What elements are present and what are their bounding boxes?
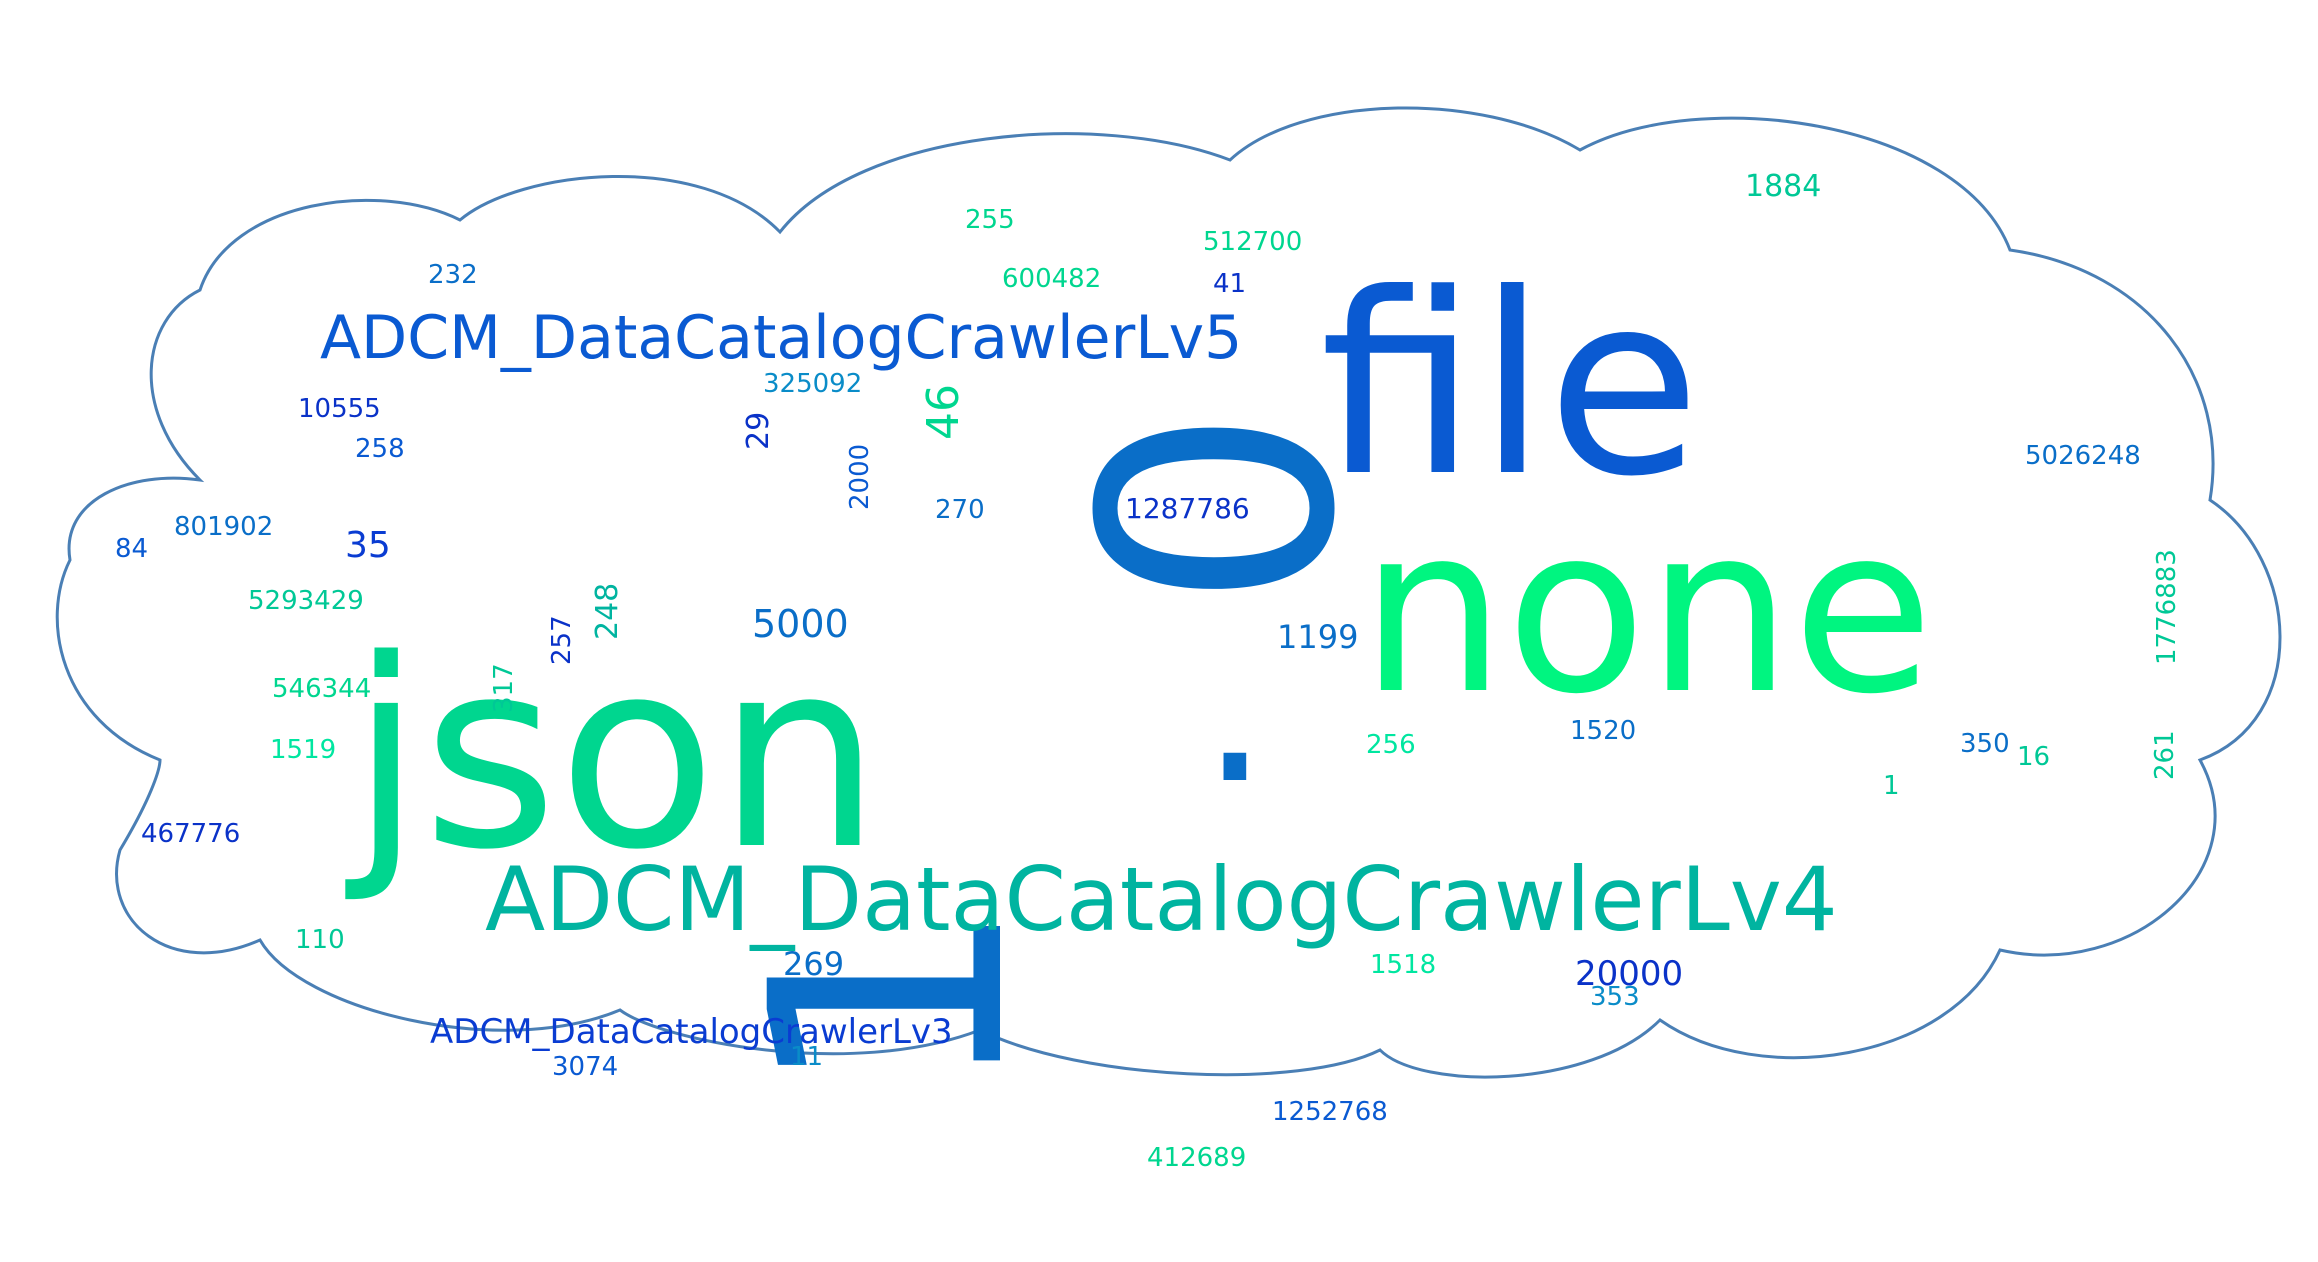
cloud-word: file	[1320, 240, 1701, 531]
cloud-word: 5026248	[2025, 441, 2141, 471]
cloud-word: 1776883	[2152, 549, 2182, 665]
cloud-word: 110	[295, 925, 345, 955]
cloud-word: 467776	[141, 819, 240, 849]
cloud-word: 10555	[298, 394, 381, 424]
cloud-word: json	[342, 605, 882, 907]
cloud-word: 232	[428, 260, 478, 290]
cloud-word: 256	[1366, 730, 1416, 760]
cloud-word: 261	[2150, 730, 2180, 780]
cloud-outline	[55, 106, 2282, 1079]
cloud-word: 1287786	[1125, 492, 1250, 525]
cloud-word: 350	[1960, 729, 2010, 759]
cloud-word: 3074	[552, 1052, 618, 1082]
cloud-word: 11	[790, 1042, 823, 1072]
cloud-word: 255	[965, 205, 1015, 235]
cloud-word: 1	[1883, 771, 1900, 801]
cloud-word: 16	[2017, 742, 2050, 772]
cloud-word: 41	[1213, 269, 1246, 299]
cloud-word: 35	[345, 525, 391, 566]
cloud-word: 353	[1590, 982, 1640, 1012]
cloud-word: 1252768	[1272, 1097, 1388, 1127]
cloud-word: 84	[115, 534, 148, 564]
cloud-word: 5293429	[248, 586, 364, 616]
words-layer: filenonejson0.1ADCM_DataCatalogCrawlerLv…	[115, 169, 2182, 1173]
cloud-word: 325092	[763, 369, 862, 399]
cloud-word: 600482	[1002, 264, 1101, 294]
cloud-word: 269	[783, 945, 844, 983]
cloud-word: 257	[547, 615, 577, 665]
cloud-word: 5000	[752, 602, 849, 646]
cloud-word: 412689	[1147, 1143, 1246, 1173]
cloud-word: 46	[918, 384, 969, 440]
cloud-word: 801902	[174, 512, 273, 542]
cloud-word: 546344	[272, 674, 371, 704]
cloud-word: ADCM_DataCatalogCrawlerLv3	[430, 1012, 953, 1052]
cloud-word: 270	[935, 495, 985, 525]
cloud-word: ADCM_DataCatalogCrawlerLv5	[320, 303, 1242, 373]
cloud-word: 20000	[1575, 954, 1683, 994]
cloud-word: 0	[1034, 406, 1406, 610]
cloud-word: .	[1200, 576, 1270, 832]
cloud-word: 29	[741, 412, 776, 450]
cloud-word: 1884	[1745, 169, 1821, 204]
cloud-word: 2000	[845, 444, 875, 510]
cloud-word: none	[1360, 478, 1934, 745]
cloud-word: 512700	[1203, 227, 1302, 257]
cloud-word: 258	[355, 434, 405, 464]
cloud-word: ADCM_DataCatalogCrawlerLv4	[485, 848, 1838, 951]
cloud-word: 1	[704, 896, 1076, 1100]
cloud-word: 1199	[1277, 618, 1358, 656]
cloud-word: 317	[489, 663, 519, 713]
cloud-word: 1518	[1370, 950, 1436, 980]
cloud-word: 248	[590, 583, 625, 640]
cloud-word: 1520	[1570, 716, 1636, 746]
cloud-word: 1519	[270, 735, 336, 765]
